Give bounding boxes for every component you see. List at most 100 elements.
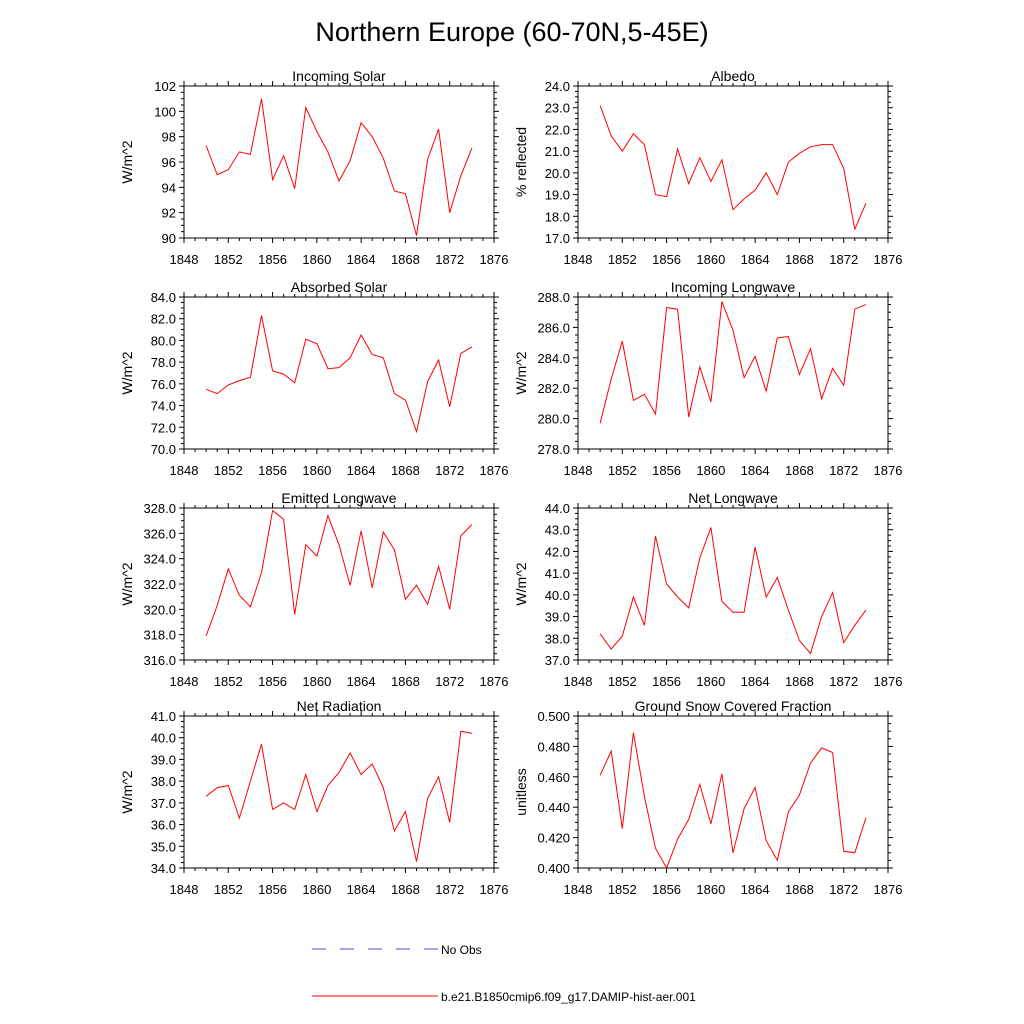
y-tick-label: 76.0 [151, 377, 176, 392]
series-line [205, 509, 473, 637]
x-tick-label: 1860 [696, 882, 725, 897]
series-line [599, 527, 867, 655]
y-tick-label: 41.0 [151, 709, 176, 724]
panel-4: Emitted Longwave W/m^2 1848 1852 1856 1860 186… [119, 490, 508, 689]
x-tick-label: 1856 [652, 674, 681, 689]
x-tick-label: 1848 [564, 882, 593, 897]
y-tick-label: 96 [162, 155, 176, 170]
y-tick-label: 278.0 [537, 442, 570, 457]
x-tick-label: 1872 [829, 463, 858, 478]
x-tick-label: 1868 [785, 882, 814, 897]
x-tick-label: 1872 [829, 674, 858, 689]
x-tick-label: 1876 [874, 252, 903, 267]
y-tick-label: 72.0 [151, 420, 176, 435]
x-tick-label: 1872 [435, 674, 464, 689]
y-tick-label: 34.0 [151, 861, 176, 876]
x-tick-label: 1856 [258, 463, 287, 478]
panel-1: Albedo % reflected 1848 1852 1856 1860 1864 186… [513, 68, 902, 267]
x-tick-label: 1864 [347, 463, 376, 478]
y-tick-label: 94 [162, 180, 176, 195]
panel-7: Ground Snow Covered Fraction unitless 1848… [513, 698, 902, 897]
series-line [599, 105, 867, 232]
y-tick-label: 0.440 [537, 800, 570, 815]
x-tick-label: 1876 [480, 882, 509, 897]
y-tick-label: 37.0 [151, 796, 176, 811]
y-tick-label: 0.460 [537, 770, 570, 785]
series-line [599, 732, 867, 870]
x-tick-label: 1848 [170, 463, 199, 478]
y-tick-label: 316.0 [143, 653, 176, 668]
y-tick-label: 19.0 [545, 188, 570, 203]
x-tick-label: 1860 [696, 463, 725, 478]
x-tick-label: 1872 [829, 252, 858, 267]
x-tick-label: 1872 [435, 882, 464, 897]
y-tick-label: 38.0 [545, 631, 570, 646]
x-tick-label: 1852 [608, 463, 637, 478]
y-tick-label: 23.0 [545, 101, 570, 116]
x-tick-label: 1848 [170, 674, 199, 689]
y-tick-label: 78.0 [151, 355, 176, 370]
panels: Incoming Solar W/m^2 1848 1852 1856 1860 1864 1… [119, 68, 902, 897]
x-tick-label: 1876 [480, 674, 509, 689]
legend-label-no-obs: No Obs [441, 943, 482, 957]
y-tick-label: 70.0 [151, 442, 176, 457]
series-line [205, 315, 473, 434]
y-tick-label: 92 [162, 206, 176, 221]
panel-title: Net Longwave [688, 490, 778, 506]
x-tick-label: 1864 [741, 252, 770, 267]
y-tick-label: 41.0 [545, 566, 570, 581]
y-tick-label: 35.0 [151, 839, 176, 854]
x-tick-label: 1868 [391, 252, 420, 267]
y-tick-label: 43.0 [545, 523, 570, 538]
x-tick-label: 1852 [608, 882, 637, 897]
y-axis-label: W/m^2 [119, 351, 135, 394]
y-tick-label: 21.0 [545, 144, 570, 159]
x-tick-label: 1856 [258, 252, 287, 267]
y-tick-label: 17.0 [545, 231, 570, 246]
y-axis-label: W/m^2 [119, 140, 135, 183]
x-tick-label: 1860 [302, 674, 331, 689]
x-tick-label: 1848 [170, 252, 199, 267]
x-tick-label: 1856 [258, 674, 287, 689]
y-tick-label: 42.0 [545, 544, 570, 559]
x-tick-label: 1860 [302, 463, 331, 478]
y-axis-label: W/m^2 [513, 351, 529, 394]
y-tick-label: 84.0 [151, 290, 176, 305]
x-tick-label: 1856 [652, 463, 681, 478]
panel-title: Emitted Longwave [281, 490, 396, 506]
x-tick-label: 1876 [480, 463, 509, 478]
y-tick-label: 44.0 [545, 501, 570, 516]
x-tick-label: 1872 [829, 882, 858, 897]
y-tick-label: 288.0 [537, 290, 570, 305]
y-tick-label: 38.0 [151, 774, 176, 789]
plot-frame [183, 507, 495, 661]
y-tick-label: 102 [154, 79, 176, 94]
x-tick-label: 1860 [696, 252, 725, 267]
x-tick-label: 1872 [435, 463, 464, 478]
panel-title: Albedo [711, 68, 755, 84]
y-tick-label: 37.0 [545, 653, 570, 668]
x-tick-label: 1852 [214, 463, 243, 478]
x-tick-label: 1868 [785, 674, 814, 689]
y-tick-label: 82.0 [151, 312, 176, 327]
x-tick-label: 1864 [741, 463, 770, 478]
x-tick-label: 1864 [347, 882, 376, 897]
y-tick-label: 322.0 [143, 577, 176, 592]
y-tick-label: 284.0 [537, 351, 570, 366]
x-tick-label: 1848 [564, 252, 593, 267]
plot-frame [577, 507, 889, 661]
y-tick-label: 90 [162, 231, 176, 246]
x-tick-label: 1864 [741, 882, 770, 897]
x-tick-label: 1852 [608, 674, 637, 689]
y-tick-label: 280.0 [537, 412, 570, 427]
y-tick-label: 0.480 [537, 739, 570, 754]
x-tick-label: 1868 [391, 674, 420, 689]
x-tick-label: 1868 [785, 252, 814, 267]
y-axis-label: W/m^2 [119, 770, 135, 813]
x-tick-label: 1848 [564, 463, 593, 478]
plot-frame [183, 296, 495, 450]
x-tick-label: 1856 [652, 882, 681, 897]
x-tick-label: 1876 [874, 463, 903, 478]
x-tick-label: 1864 [347, 674, 376, 689]
